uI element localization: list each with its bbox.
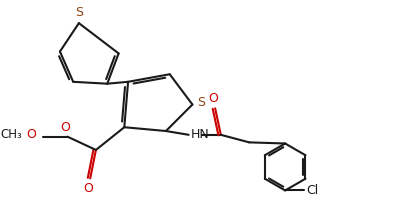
Text: O: O [208, 92, 218, 104]
Text: HN: HN [190, 128, 209, 141]
Text: O: O [61, 121, 71, 134]
Text: CH₃: CH₃ [0, 128, 22, 141]
Text: S: S [196, 96, 205, 109]
Text: O: O [83, 182, 93, 195]
Text: S: S [75, 6, 83, 19]
Text: O: O [26, 128, 36, 141]
Text: Cl: Cl [305, 184, 318, 197]
